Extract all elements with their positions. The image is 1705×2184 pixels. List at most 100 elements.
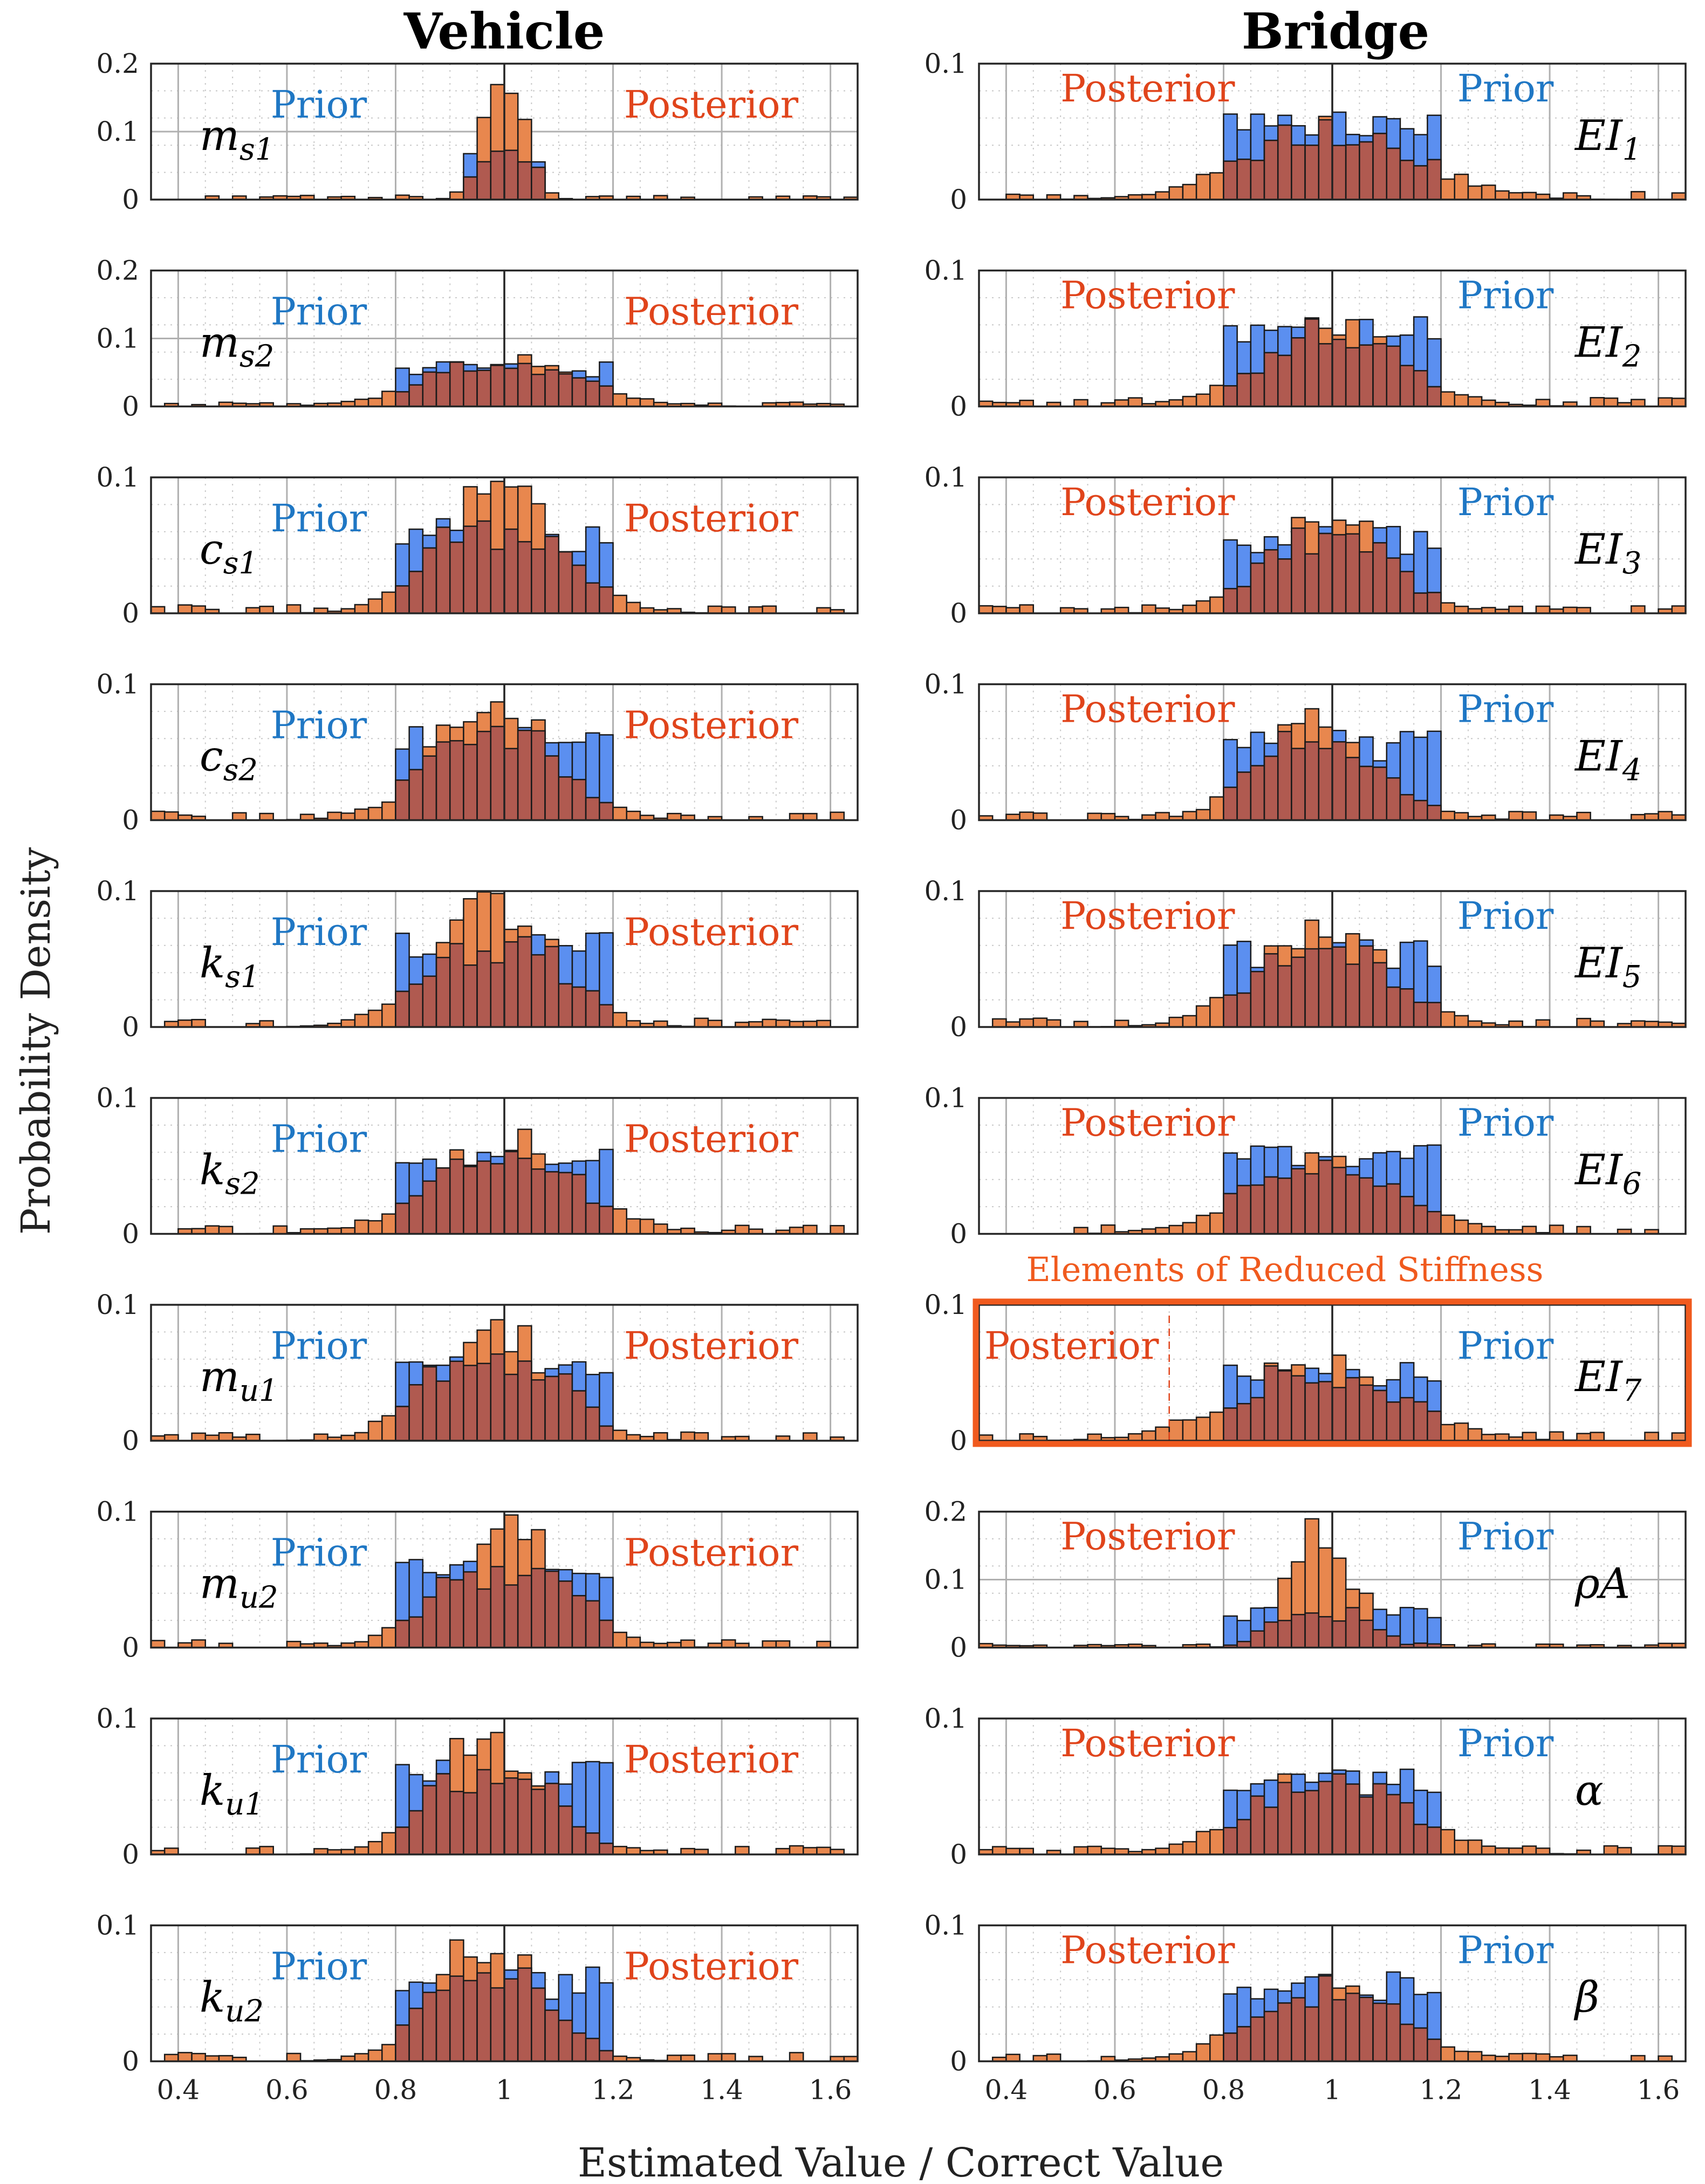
posterior-bar: [1182, 1015, 1197, 1028]
overlap-bar: [1386, 1635, 1401, 1648]
prior-label: Prior: [1457, 1324, 1554, 1368]
posterior-bar: [802, 1432, 818, 1442]
posterior-bar: [1658, 811, 1673, 821]
overlap-bar: [1331, 1999, 1347, 2062]
overlap-bar: [1250, 160, 1265, 201]
overlap-bar: [422, 371, 437, 407]
posterior-bar: [1182, 2051, 1197, 2062]
overlap-bar: [463, 1792, 478, 1856]
posterior-bar: [1617, 1847, 1632, 1856]
overlap-bar: [1223, 1827, 1238, 1856]
overlap-bar: [1304, 1382, 1320, 1442]
overlap-bar: [1399, 1396, 1415, 1442]
posterior-bar: [1454, 1015, 1469, 1028]
prior-label: Prior: [271, 1324, 367, 1368]
posterior-bar: [680, 1639, 695, 1648]
y-tick-label: 0: [950, 598, 967, 629]
overlap-bar: [1399, 160, 1415, 201]
x-tick-label: 0.4: [985, 2075, 1028, 2106]
overlap-bar: [1291, 144, 1306, 201]
posterior-bar: [367, 598, 383, 614]
posterior-bar: [150, 810, 166, 821]
overlap-bar: [463, 1166, 478, 1235]
parameter-subscript: s2: [223, 753, 258, 788]
x-tick-label: 1.6: [1637, 2075, 1680, 2106]
overlap-bar: [1304, 1173, 1320, 1235]
posterior-bar: [367, 1841, 383, 1856]
posterior-bar: [1495, 1847, 1510, 1856]
prior-bar: [1413, 1608, 1428, 1648]
posterior-label: Posterior: [624, 703, 799, 748]
overlap-bar: [544, 2009, 560, 2062]
overlap-bar: [571, 377, 587, 407]
posterior-bar: [1209, 596, 1224, 614]
overlap-bar: [1236, 1185, 1252, 1235]
overlap-bar: [558, 1805, 573, 1856]
prior-label: Prior: [1457, 1928, 1554, 1973]
overlap-bar: [585, 1202, 600, 1235]
overlap-bar: [517, 541, 532, 614]
overlap-bar: [422, 1180, 437, 1235]
overlap-bar: [1236, 373, 1252, 407]
posterior-bar: [381, 801, 396, 821]
plot-frame: [978, 476, 1687, 614]
posterior-bar: [1182, 183, 1197, 201]
overlap-bar: [1372, 1185, 1388, 1235]
overlap-bar: [1399, 2023, 1415, 2062]
parameter-label: EI3: [1574, 525, 1641, 581]
posterior-bar: [1440, 1829, 1455, 1856]
plot-frame: [978, 683, 1687, 821]
posterior-bar: [802, 813, 818, 821]
panel-EI5: 0 0.1 Posterior Prior EI5: [924, 875, 1687, 1043]
overlap-bar: [571, 986, 587, 1028]
posterior-bar: [1127, 1433, 1143, 1442]
overlap-bar: [1223, 385, 1238, 407]
y-tick-label: 0: [122, 1011, 139, 1043]
panel-ms2: 0 0.1 0.2 Prior Posterior ms2: [96, 255, 859, 422]
posterior-bar: [544, 192, 560, 201]
overlap-bar: [449, 361, 464, 407]
overlap-bar: [1427, 1826, 1442, 1856]
x-tick-label: 0.6: [265, 2075, 309, 2106]
posterior-bar: [612, 1429, 627, 1442]
y-tick-label: 0.1: [96, 462, 139, 493]
overlap-bar: [1386, 2003, 1401, 2062]
posterior-bar: [367, 1009, 383, 1028]
overlap-bar: [1304, 145, 1320, 201]
overlap-bar: [476, 369, 492, 407]
overlap-bar: [599, 2050, 614, 2062]
overlap-bar: [531, 954, 546, 1028]
overlap-bar: [1291, 1791, 1306, 1856]
overlap-bar: [1345, 347, 1360, 407]
posterior-bar: [830, 811, 845, 821]
overlap-bar: [544, 1783, 560, 1856]
posterior-bar: [354, 1846, 369, 1856]
overlap-bar: [1277, 558, 1292, 614]
vehicle-column-title: Vehicle: [403, 2, 605, 60]
posterior-bar: [1454, 1839, 1469, 1856]
posterior-bar: [177, 604, 193, 614]
parameter-subscript: 2: [1622, 339, 1642, 374]
overlap-bar: [1386, 1401, 1401, 1442]
parameter-symbol: ρA: [1574, 1560, 1630, 1608]
posterior-bar: [1032, 1017, 1048, 1028]
posterior-bar: [626, 601, 641, 614]
plot-frame: [978, 1304, 1687, 1442]
overlap-bar: [558, 373, 573, 407]
posterior-bar: [612, 1208, 627, 1235]
overlap-bar: [503, 1777, 519, 1856]
overlap-bar: [1318, 343, 1333, 407]
parameter-symbol: EI: [1574, 732, 1624, 781]
overlap-bar: [490, 1566, 505, 1648]
posterior-bar: [177, 2052, 193, 2062]
posterior-bar: [177, 1019, 193, 1028]
overlap-bar: [1250, 1184, 1265, 1235]
posterior-bar: [775, 1019, 791, 1028]
posterior-bar: [354, 1219, 369, 1235]
overlap-bar: [1304, 1790, 1320, 1856]
plot-frame: [978, 1717, 1687, 1856]
posterior-bar: [626, 1637, 641, 1648]
overlap-bar: [1386, 777, 1401, 821]
posterior-bar: [667, 812, 682, 821]
overlap-bar: [435, 956, 451, 1028]
